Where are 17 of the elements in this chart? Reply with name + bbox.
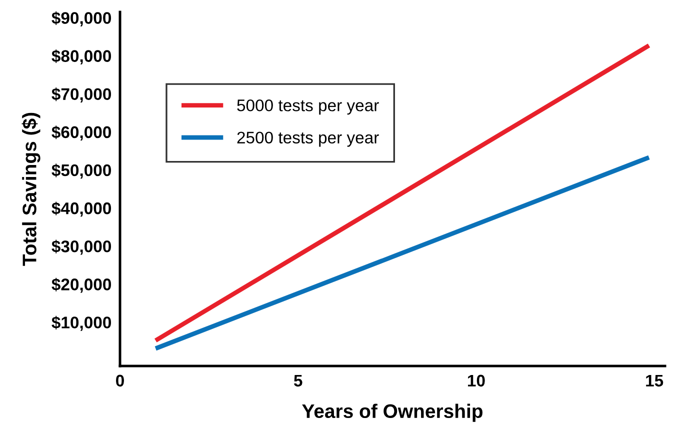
y-tick-label: $20,000 — [52, 278, 111, 293]
y-axis-title: Total Savings ($) — [22, 112, 40, 266]
y-tick-label: $30,000 — [52, 240, 111, 255]
y-tick-label: $10,000 — [52, 316, 111, 331]
legend-label: 2500 tests per year — [237, 132, 379, 147]
legend-label: 5000 tests per year — [237, 99, 379, 115]
y-tick-label: $60,000 — [52, 126, 111, 141]
y-tick-label: $90,000 — [52, 11, 111, 26]
x-axis-title: Years of Ownership — [302, 404, 482, 422]
y-tick-label: $80,000 — [52, 49, 111, 64]
x-tick-label: 0 — [116, 374, 124, 387]
y-tick-label: $40,000 — [52, 202, 111, 217]
y-tick-label: $70,000 — [52, 88, 111, 102]
x-tick-label: 10 — [468, 374, 485, 387]
y-tick-label: $50,000 — [52, 164, 111, 179]
x-tick-label: 15 — [646, 374, 664, 387]
x-tick-label: 5 — [294, 374, 302, 387]
